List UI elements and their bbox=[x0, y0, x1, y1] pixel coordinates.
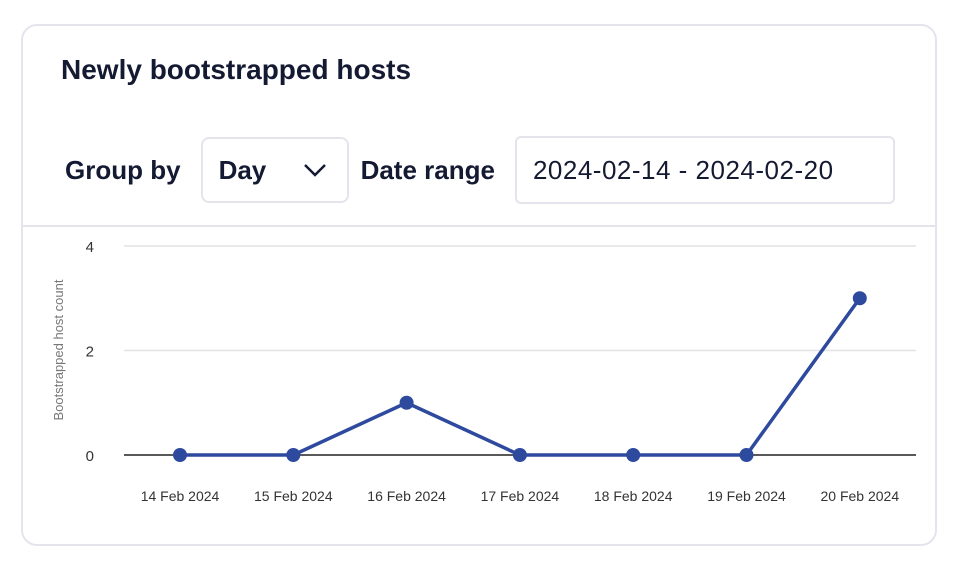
x-tick-label: 14 Feb 2024 bbox=[141, 488, 220, 504]
x-tick-label: 20 Feb 2024 bbox=[820, 488, 899, 504]
card-title: Newly bootstrapped hosts bbox=[61, 54, 412, 85]
y-tick-label: 4 bbox=[86, 239, 94, 256]
y-axis-label: Bootstrapped host count bbox=[51, 279, 66, 420]
group-by-label: Group by bbox=[65, 154, 181, 185]
chart-card: Newly bootstrapped hosts Group by Day Da… bbox=[21, 24, 937, 546]
date-range-label: Date range bbox=[360, 154, 495, 185]
x-tick-label: 17 Feb 2024 bbox=[481, 488, 560, 504]
x-tick-label: 18 Feb 2024 bbox=[594, 488, 673, 504]
x-tick-label: 19 Feb 2024 bbox=[707, 488, 786, 504]
y-tick-label: 0 bbox=[86, 448, 94, 465]
data-point bbox=[173, 448, 187, 462]
x-tick-label: 15 Feb 2024 bbox=[254, 488, 333, 504]
data-point bbox=[626, 448, 641, 462]
x-tick-label: 16 Feb 2024 bbox=[367, 488, 446, 504]
data-point bbox=[399, 395, 414, 410]
series-line bbox=[180, 297, 862, 457]
data-point bbox=[512, 448, 527, 462]
group-by-value: Day bbox=[218, 154, 267, 185]
data-point bbox=[286, 448, 301, 462]
chart-controls: Group by Day Date range 2024-02-14 - 202… bbox=[65, 136, 895, 204]
divider bbox=[23, 225, 935, 227]
y-tick-label: 2 bbox=[86, 344, 94, 361]
date-range-input[interactable]: 2024-02-14 - 2024-02-20 bbox=[514, 136, 895, 204]
data-point bbox=[739, 448, 754, 462]
chevron-down-icon bbox=[303, 164, 326, 177]
group-by-select[interactable]: Day bbox=[200, 137, 349, 203]
data-point bbox=[852, 291, 867, 306]
